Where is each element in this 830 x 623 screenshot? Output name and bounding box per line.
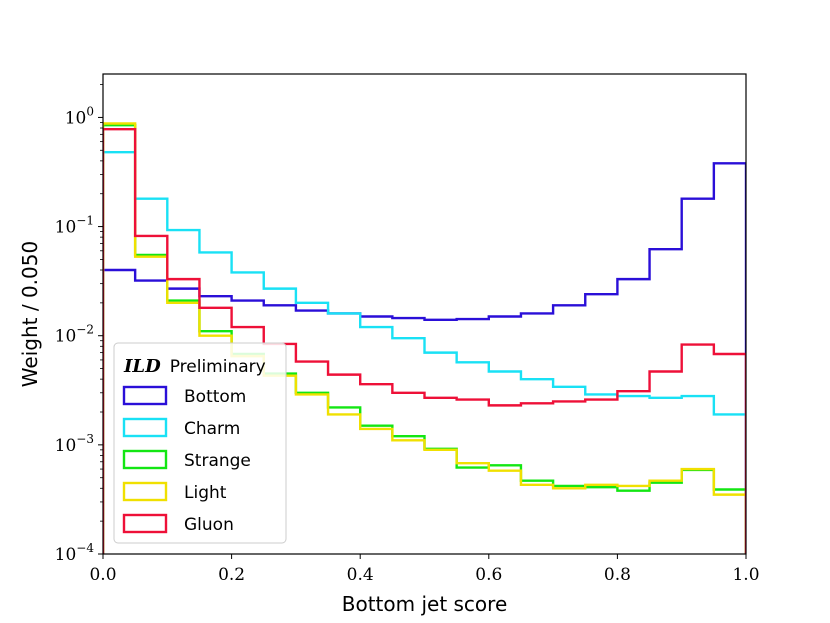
legend-box (113, 342, 287, 544)
x-tick-label: 1.0 (732, 565, 759, 585)
legend-label: Gluon (184, 515, 234, 535)
legend-entry-light: Light (122, 481, 227, 503)
y-tick-label: 10−4 (55, 541, 95, 565)
legend-entry-bottom: Bottom (122, 385, 246, 407)
x-axis-label: Bottom jet score (342, 592, 508, 616)
legend-swatch (122, 417, 168, 438)
legend-label: Light (184, 483, 227, 503)
x-tick-label: 0.8 (604, 565, 631, 585)
legend: ILD Preliminary Bottom Charm Strange Light G… (113, 342, 287, 544)
legend-swatch (122, 449, 168, 470)
x-tick-label: 0.2 (218, 565, 245, 585)
legend-label: Charm (184, 419, 240, 439)
legend-title: ILD Preliminary (123, 356, 266, 377)
legend-swatch (122, 385, 168, 406)
series-line-light (103, 122, 746, 554)
y-axis-label: Weight / 0.050 (18, 241, 42, 387)
y-tick-label: 10−2 (55, 323, 94, 347)
x-tick-label: 0.6 (475, 565, 502, 585)
series-line-charm (103, 151, 746, 554)
series-line-gluon (103, 128, 746, 554)
y-tick-label: 10−1 (55, 214, 94, 238)
x-tick-label: 0.0 (89, 565, 116, 585)
legend-title-status: Preliminary (170, 357, 266, 377)
legend-entry-charm: Charm (122, 417, 240, 439)
legend-swatch (122, 481, 168, 502)
legend-entry-gluon: Gluon (122, 513, 234, 535)
x-tick-label: 0.4 (347, 565, 374, 585)
legend-title-experiment: ILD (123, 356, 161, 377)
y-tick-label: 100 (65, 104, 94, 128)
plot-frame (102, 73, 747, 555)
y-tick-label: 10−3 (55, 432, 94, 456)
legend-entry-strange: Strange (122, 449, 251, 471)
legend-label: Bottom (184, 387, 246, 407)
legend-swatch (122, 513, 168, 534)
legend-label: Strange (184, 451, 251, 471)
